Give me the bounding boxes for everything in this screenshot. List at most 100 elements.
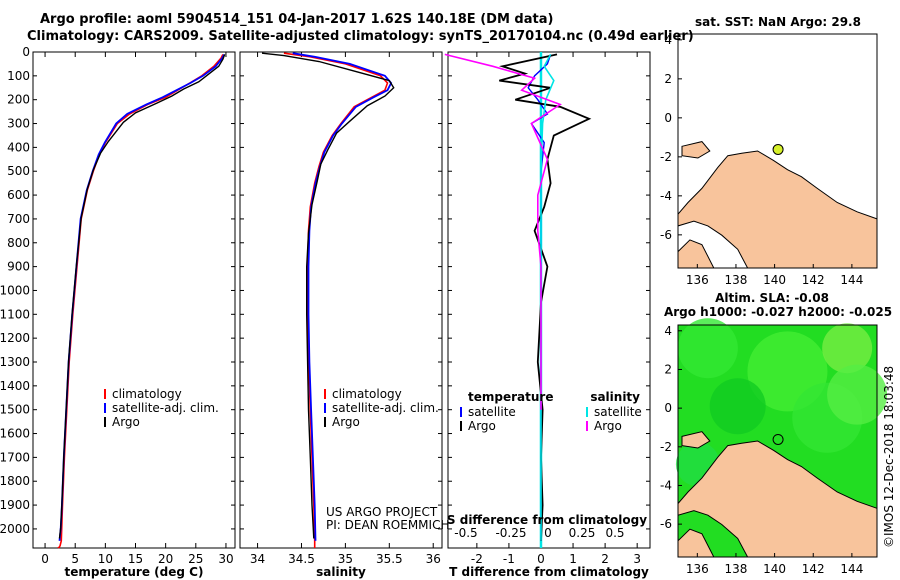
- title-line1: Argo profile: aoml 5904514_151 04-Jan-20…: [40, 12, 554, 27]
- series-salinity-satellite-adj.: [292, 52, 393, 541]
- ytick-label: 1200: [0, 331, 30, 345]
- ytick-label: 1000: [0, 283, 30, 297]
- xtick-label-difference: 3: [633, 552, 641, 566]
- ytick-label: 900: [7, 260, 30, 274]
- series-difference-2: [540, 54, 555, 541]
- map-xtick-label: 136: [686, 562, 709, 576]
- ytick-label: 1800: [0, 474, 30, 488]
- map-xtick-label: 144: [840, 273, 863, 287]
- sla-map-title2: Argo h1000: -0.027 h2000: -0.025: [664, 305, 892, 319]
- legend-title-temperature: temperature: [468, 390, 553, 404]
- title-line2: Climatology: CARS2009. Satellite-adjuste…: [27, 29, 694, 44]
- map-ytick-label: -2: [660, 440, 672, 454]
- legend-label-temperature: satellite: [468, 405, 516, 419]
- xtick-label-difference: 2: [601, 552, 609, 566]
- map-ytick-label: -2: [660, 150, 672, 164]
- imos-watermark: ©IMOS 12-Dec-2018 18:03:48: [882, 365, 896, 548]
- sla-blob: [827, 364, 888, 425]
- ytick-label: 800: [7, 236, 30, 250]
- legend-label-temperature: Argo: [112, 415, 140, 429]
- ytick-label: 1900: [0, 498, 30, 512]
- xtick-label-salinity: 35.5: [376, 552, 403, 566]
- legend-label-salinity: Argo: [332, 415, 360, 429]
- ytick-label: 1400: [0, 379, 30, 393]
- legend-label-salinity: Argo: [594, 419, 622, 433]
- land-new-guinea: [677, 440, 878, 558]
- ytick-label: 1700: [0, 450, 30, 464]
- map-xtick-label: 136: [686, 273, 709, 287]
- series-temperature-satellite-adj.: [58, 53, 225, 541]
- map-ytick-label: 4: [664, 324, 672, 338]
- ytick-label: 500: [7, 164, 30, 178]
- sla-map-title1: Altim. SLA: -0.08: [715, 291, 829, 305]
- xtick-label-temperature: 15: [128, 552, 143, 566]
- legend-label-salinity: satellite-adj. clim.: [332, 401, 439, 415]
- xtick-label-temperature: 5: [71, 552, 79, 566]
- argo-location-marker: [772, 143, 784, 155]
- map-frame: [677, 324, 878, 558]
- map-ytick-label: -6: [660, 228, 672, 242]
- xtick-label-salinity: 34: [250, 552, 265, 566]
- land-new-guinea: [677, 150, 878, 269]
- stick-label-top: -0.5: [454, 526, 477, 540]
- xtick-label-salinity: 35: [338, 552, 353, 566]
- ytick-label: 100: [7, 69, 30, 83]
- xtick-label-difference: 0: [537, 552, 545, 566]
- project-line2: PI: DEAN ROEMMICH: [326, 518, 449, 532]
- map-ytick-label: 4: [664, 33, 672, 47]
- stick-label-top: 0.5: [605, 526, 624, 540]
- xtick-label-difference: -1: [503, 552, 515, 566]
- ytick-label: 1500: [0, 403, 30, 417]
- xlabel-top-difference: S difference from climatology: [447, 513, 647, 527]
- stick-label-top: 0.25: [569, 526, 596, 540]
- island-west: [681, 141, 711, 159]
- series-salinity-argo: [261, 52, 395, 539]
- map-xtick-label: 138: [725, 273, 748, 287]
- map-ytick-label: 2: [664, 362, 672, 376]
- series-temperature-argo: [58, 54, 226, 539]
- argo-location-marker: [772, 433, 784, 445]
- ytick-label: 200: [7, 93, 30, 107]
- sla-blob: [677, 318, 738, 379]
- xtick-label-difference: 1: [569, 552, 577, 566]
- ytick-label: 2000: [0, 522, 30, 536]
- map-xtick-label: 142: [802, 562, 825, 576]
- ytick-label: 1300: [0, 355, 30, 369]
- legend-label-temperature: satellite-adj. clim.: [112, 401, 219, 415]
- ytick-label: 700: [7, 212, 30, 226]
- ytick-label: 300: [7, 117, 30, 131]
- map-ytick-label: 2: [664, 72, 672, 86]
- legend-label-temperature: Argo: [468, 419, 496, 433]
- map-frame: [677, 33, 878, 269]
- xtick-label-difference: -2: [471, 552, 483, 566]
- xlabel-difference: T difference from climatology: [449, 565, 649, 579]
- series-difference-0: [527, 54, 552, 541]
- map-xtick-label: 138: [725, 562, 748, 576]
- map-ytick-label: -6: [660, 517, 672, 531]
- ytick-label: 400: [7, 140, 30, 154]
- panel-frame-difference: [447, 51, 651, 549]
- panel-frame-salinity: [239, 51, 443, 549]
- sla-blob: [709, 378, 766, 435]
- legend-label-salinity: climatology: [332, 387, 402, 401]
- map-ytick-label: -4: [660, 478, 672, 492]
- map-ytick-label: 0: [664, 401, 672, 415]
- panel-frame-temperature: [32, 51, 236, 549]
- sst-map-title: sat. SST: NaN Argo: 29.8: [695, 15, 861, 29]
- sla-blob: [822, 323, 873, 374]
- project-line1: US ARGO PROJECT: [326, 505, 438, 519]
- ytick-label: 0: [22, 45, 30, 59]
- xlabel-salinity: salinity: [316, 565, 366, 579]
- series-difference-3: [444, 53, 562, 410]
- map-xtick-label: 140: [763, 562, 786, 576]
- xtick-label-temperature: 30: [218, 552, 233, 566]
- ytick-label: 1100: [0, 307, 30, 321]
- map-ytick-label: 0: [664, 111, 672, 125]
- stick-label-top: -0.25: [495, 526, 526, 540]
- island-west: [681, 431, 711, 449]
- series-salinity-climatology: [283, 52, 389, 548]
- xlabel-temperature: temperature (deg C): [65, 565, 204, 579]
- map-xtick-label: 140: [763, 273, 786, 287]
- series-difference-1: [499, 53, 592, 541]
